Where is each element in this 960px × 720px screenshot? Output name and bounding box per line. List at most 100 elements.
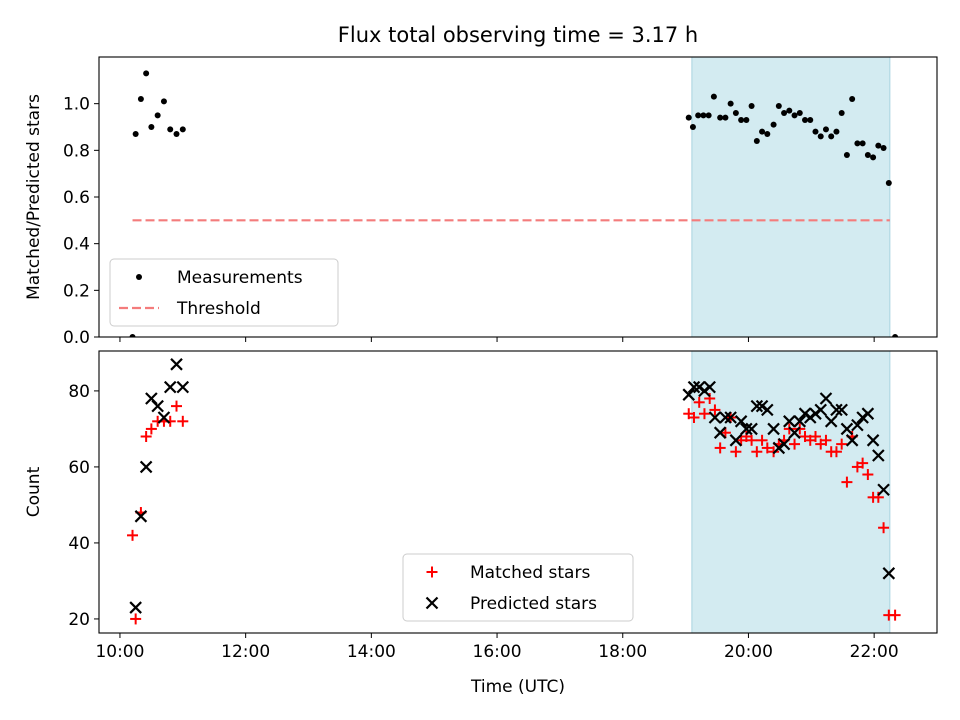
- panel-1: 0.0 0.2 0.4 0.6 0.8 1.0 Matched/Predicted star…: [24, 56, 938, 348]
- predicted-star-point: [129, 601, 142, 614]
- predicted-star-point: [734, 415, 748, 428]
- predicted-star-point: [134, 510, 148, 523]
- predicted-star-point: [729, 434, 743, 447]
- measurement-point: [859, 140, 866, 147]
- predicted-star-point: [703, 380, 716, 394]
- predicted-star-point: [157, 411, 171, 424]
- legend-label: Predicted stars: [470, 594, 597, 614]
- predicted-star-point: [713, 426, 727, 439]
- matched-star-point: [688, 412, 700, 424]
- predicted-star-point: [740, 422, 753, 436]
- y-axis-label: Matched/Predicted stars: [24, 94, 44, 300]
- measurement-point: [885, 180, 892, 186]
- measurement-point: [786, 107, 793, 114]
- measurement-point: [705, 112, 712, 119]
- predicted-star-point: [783, 415, 796, 428]
- measurement-point: [759, 128, 766, 135]
- measurement-point: [838, 110, 845, 116]
- legend-label: Measurements: [177, 268, 303, 288]
- predicted-star-point: [866, 434, 880, 447]
- y-tick-label: 0.8: [63, 141, 90, 161]
- predicted-star-point: [814, 403, 828, 417]
- legend-item: Threshold: [119, 299, 261, 319]
- predicted-star-point: [163, 380, 177, 394]
- predicted-star-point: [745, 422, 758, 436]
- axes-frame: [98, 350, 938, 634]
- legend-swatch: [136, 274, 142, 280]
- series-predicted-stars: [129, 358, 896, 614]
- measurement-point: [700, 112, 707, 119]
- measurement-point: [132, 131, 139, 137]
- matched-star-point: [693, 396, 705, 408]
- legend-box: [402, 553, 634, 622]
- y-tick-label: 1.0: [63, 95, 90, 115]
- x-tick-label: 20:00: [724, 642, 773, 662]
- x-tick-label: 12:00: [221, 642, 270, 662]
- predicted-star-point: [687, 380, 701, 394]
- measurement-point: [717, 114, 724, 121]
- matched-star-point: [171, 400, 183, 412]
- matched-star-point: [709, 404, 721, 416]
- y-tick-label: 60: [68, 458, 90, 478]
- y-tick-label: 20: [68, 610, 90, 630]
- x-tick-label: 14:00: [347, 642, 396, 662]
- x-tick-label: 18:00: [598, 642, 647, 662]
- predicted-star-point: [724, 411, 737, 424]
- predicted-star-point: [861, 407, 875, 420]
- y-tick-label: 0.0: [63, 328, 90, 348]
- predicted-star-point: [170, 358, 183, 371]
- observing-window-span: [691, 350, 891, 634]
- measurement-point: [689, 124, 696, 130]
- measurement-point: [817, 133, 824, 140]
- measurement-point: [796, 110, 803, 116]
- measurement-point: [781, 110, 788, 116]
- predicted-star-point: [882, 567, 896, 580]
- matched-star-point: [830, 446, 842, 458]
- predicted-star-point: [851, 418, 864, 432]
- predicted-star-point: [176, 380, 190, 394]
- matched-star-point: [127, 529, 139, 541]
- predicted-star-point: [788, 426, 801, 439]
- measurement-point: [753, 138, 760, 144]
- series-measurements: [129, 70, 899, 337]
- predicted-star-point: [830, 403, 843, 417]
- measurement-point: [137, 96, 144, 102]
- x-axis-label: Time (UTC): [470, 677, 565, 697]
- predicted-star-point: [872, 449, 885, 462]
- y-axis-label: Count: [24, 466, 44, 517]
- predicted-star-point: [824, 415, 838, 428]
- measurement-point: [807, 117, 814, 123]
- y-tick-label: 0.6: [63, 188, 90, 208]
- matched-star-point: [714, 442, 726, 454]
- matched-star-point: [841, 476, 853, 488]
- predicted-star-point: [819, 392, 833, 405]
- predicted-star-point: [708, 411, 722, 424]
- predicted-star-point: [767, 422, 780, 436]
- measurement-point: [892, 334, 899, 337]
- measurement-point: [854, 140, 861, 147]
- matched-star-point: [698, 408, 710, 420]
- matched-star-point: [130, 613, 142, 625]
- predicted-star-point: [151, 399, 164, 413]
- measurement-point: [833, 128, 840, 135]
- matched-star-point: [809, 431, 821, 443]
- plot-area: [127, 358, 901, 625]
- measurement-point: [154, 112, 161, 119]
- legend-label: Matched stars: [470, 563, 590, 583]
- predicted-star-point: [877, 483, 890, 496]
- matched-star-point: [719, 427, 731, 439]
- matched-star-point: [756, 434, 768, 446]
- measurement-point: [732, 110, 739, 116]
- legend-item: Measurements: [136, 268, 303, 288]
- measurement-point: [695, 112, 702, 119]
- matched-star-point: [820, 434, 832, 446]
- measurement-point: [864, 152, 871, 158]
- matched-star-point: [730, 446, 742, 458]
- measurement-point: [791, 112, 798, 119]
- x-tick-label: 10:00: [95, 642, 144, 662]
- plot-area: [129, 70, 899, 337]
- matched-star-point: [878, 522, 890, 534]
- matched-star-point: [140, 431, 152, 443]
- y-tick-label: 0.4: [63, 235, 90, 255]
